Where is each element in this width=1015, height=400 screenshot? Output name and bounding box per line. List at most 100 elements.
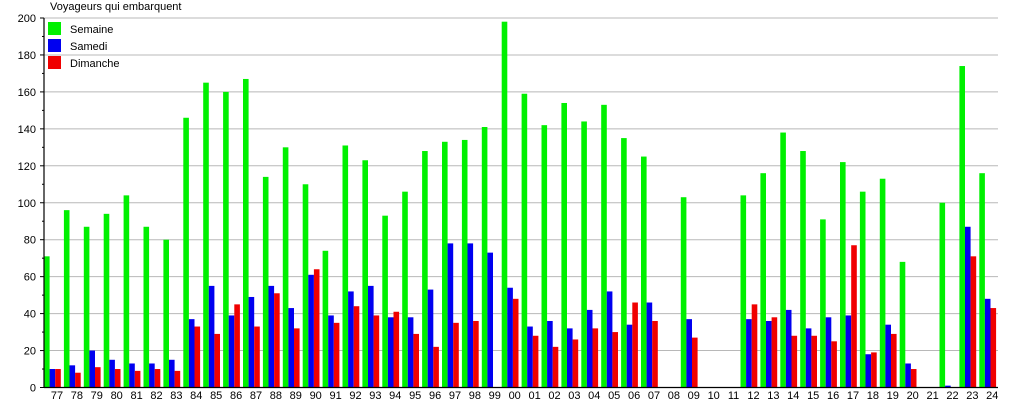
bar-semaine-14 — [780, 132, 786, 388]
legend-label-samedi: Samedi — [70, 41, 107, 53]
bar-dimanche-95 — [413, 333, 419, 388]
y-tick-label: 160 — [18, 87, 36, 99]
bar-dimanche-89 — [294, 328, 300, 388]
bar-samedi-00 — [507, 287, 513, 388]
y-tick-label: 60 — [24, 272, 36, 284]
bar-dimanche-06 — [632, 302, 638, 388]
bar-samedi-06 — [626, 324, 633, 388]
bar-dimanche-86 — [234, 304, 240, 388]
x-tick-label: 01 — [528, 390, 540, 400]
bar-semaine-18 — [859, 191, 866, 388]
bar-samedi-87 — [248, 296, 255, 388]
bar-semaine-02 — [541, 125, 548, 388]
x-tick-label: 82 — [150, 390, 162, 400]
bar-samedi-05 — [606, 291, 613, 388]
x-tick-label: 21 — [926, 390, 938, 400]
bar-dimanche-23 — [970, 256, 977, 388]
bar-semaine-89 — [282, 147, 289, 388]
bar-samedi-82 — [149, 363, 155, 388]
legend: Semaine Samedi Dimanche — [48, 22, 120, 70]
bar-semaine-24 — [979, 173, 985, 388]
bar-dimanche-93 — [373, 315, 380, 388]
bar-samedi-23 — [965, 226, 971, 388]
bar-semaine-05 — [601, 104, 607, 388]
x-tick-label: 77 — [51, 390, 63, 400]
bar-dimanche-78 — [75, 372, 81, 388]
bar-semaine-09 — [680, 197, 687, 388]
chart-title: Voyageurs qui embarquent — [50, 1, 181, 13]
x-tick-label: 96 — [429, 390, 441, 400]
bar-semaine-97 — [442, 141, 448, 388]
bar-dimanche-02 — [552, 346, 559, 388]
bar-samedi-94 — [387, 317, 394, 388]
bar-samedi-77 — [49, 369, 56, 388]
x-tick-label: 02 — [548, 390, 560, 400]
bar-samedi-97 — [447, 243, 454, 388]
bar-semaine-81 — [123, 195, 130, 388]
bar-semaine-83 — [163, 239, 169, 388]
bar-semaine-01 — [521, 93, 528, 388]
x-tick-label: 78 — [71, 390, 83, 400]
legend-label-semaine: Semaine — [70, 24, 113, 36]
bar-samedi-86 — [228, 315, 235, 388]
bar-samedi-24 — [984, 298, 991, 388]
x-tick-label: 22 — [946, 390, 958, 400]
bar-samedi-16 — [825, 317, 832, 388]
bar-dimanche-83 — [174, 370, 181, 388]
x-tick-label: 03 — [568, 390, 580, 400]
x-tick-label: 79 — [91, 390, 103, 400]
x-tick-label: 18 — [867, 390, 879, 400]
bar-samedi-79 — [89, 350, 95, 388]
bar-dimanche-96 — [433, 346, 439, 388]
y-tick-label: 40 — [24, 309, 36, 321]
y-tick-label: 0 — [30, 383, 36, 395]
x-tick-label: 97 — [449, 390, 461, 400]
bar-dimanche-81 — [134, 370, 141, 388]
x-tick-label: 81 — [130, 390, 142, 400]
bar-semaine-77 — [44, 256, 50, 388]
bar-samedi-13 — [766, 320, 772, 388]
x-tick-label: 07 — [648, 390, 660, 400]
bar-dimanche-77 — [55, 369, 61, 388]
bar-samedi-19 — [885, 324, 891, 388]
bar-samedi-98 — [467, 243, 474, 388]
x-tick-label: 05 — [608, 390, 620, 400]
bar-semaine-00 — [501, 21, 508, 388]
x-tick-label: 93 — [369, 390, 381, 400]
x-tick-label: 09 — [688, 390, 700, 400]
bar-dimanche-98 — [473, 320, 479, 388]
bar-samedi-85 — [208, 285, 215, 388]
bar-dimanche-03 — [572, 339, 579, 388]
bar-samedi-03 — [567, 328, 573, 388]
x-tick-label: 85 — [210, 390, 222, 400]
x-tick-label: 94 — [389, 390, 401, 400]
bar-dimanche-09 — [692, 337, 698, 388]
y-tick-label: 180 — [18, 50, 36, 62]
bar-samedi-99 — [487, 252, 493, 388]
bar-semaine-95 — [402, 191, 408, 388]
bar-semaine-99 — [481, 127, 488, 388]
bar-dimanche-82 — [154, 369, 161, 388]
x-tick-label: 87 — [250, 390, 262, 400]
bar-samedi-15 — [805, 328, 812, 388]
bar-semaine-98 — [461, 139, 468, 388]
bar-semaine-20 — [899, 261, 906, 388]
bar-samedi-84 — [188, 319, 195, 388]
bar-dimanche-16 — [831, 341, 837, 388]
x-tick-label: 00 — [509, 390, 521, 400]
x-tick-label: 12 — [747, 390, 759, 400]
bar-semaine-90 — [302, 184, 309, 388]
legend-swatch-dimanche — [48, 56, 61, 69]
y-tick-label: 120 — [18, 161, 36, 173]
x-tick-label: 14 — [787, 390, 799, 400]
bar-semaine-93 — [362, 160, 368, 388]
x-tick-label: 16 — [827, 390, 839, 400]
bar-semaine-12 — [740, 195, 747, 388]
bar-dimanche-79 — [95, 367, 101, 388]
bar-samedi-17 — [845, 315, 852, 388]
x-tick-label: 99 — [489, 390, 501, 400]
y-tick-label: 100 — [18, 198, 36, 210]
bar-dimanche-04 — [592, 328, 599, 388]
